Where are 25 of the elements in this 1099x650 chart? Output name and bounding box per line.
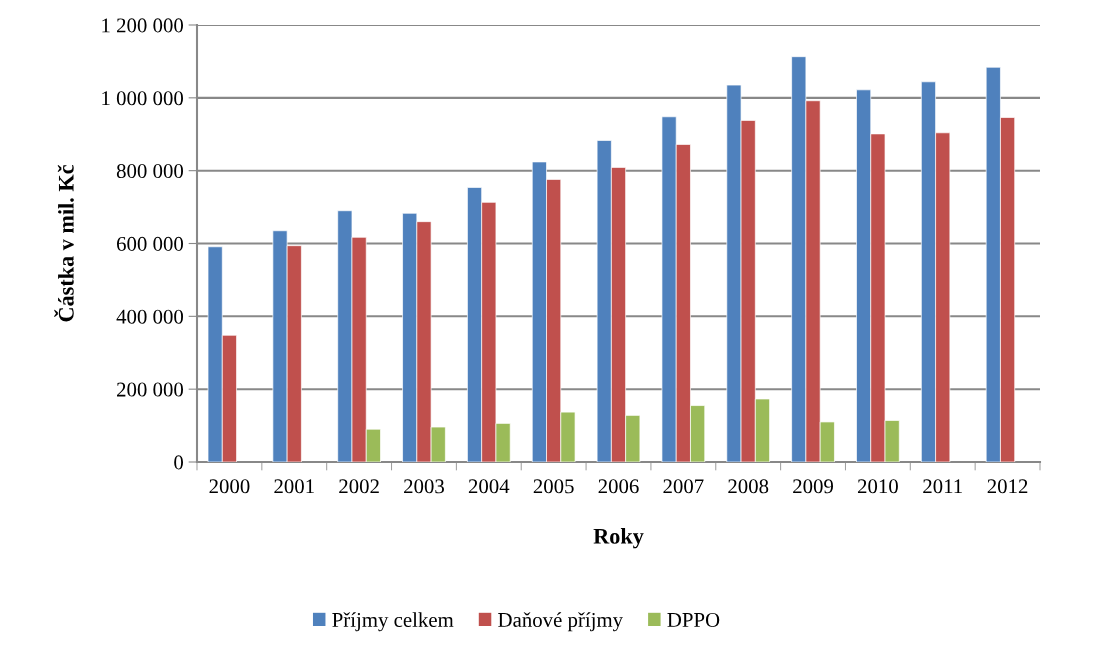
x-tick-label: 2006 <box>598 479 639 494</box>
y-tick-label: 600 000 <box>116 236 184 251</box>
x-tick-label: 2005 <box>533 479 574 494</box>
x-tick-label: 2009 <box>793 479 834 494</box>
x-tick-label: 2003 <box>404 479 444 494</box>
x-tick-label: 2007 <box>663 479 704 494</box>
x-tick-label: 2000 <box>209 479 250 494</box>
legend-label: Příjmy celkem <box>332 612 454 632</box>
x-tick-label: 2001 <box>274 479 314 494</box>
y-tick-label: 800 000 <box>116 164 184 179</box>
y-tick-label: 1 000 000 <box>102 91 184 106</box>
y-axis-title: Částka v mil. Kč <box>54 165 74 322</box>
x-tick-label: 2008 <box>728 479 769 494</box>
x-tick-label: 2010 <box>857 479 898 494</box>
y-tick-label: 400 000 <box>116 309 184 324</box>
y-tick-label: 0 <box>174 455 184 470</box>
x-tick-label: 2004 <box>468 479 510 494</box>
legend-label: Daňové příjmy <box>498 612 624 632</box>
y-tick-label: 200 000 <box>117 382 184 397</box>
legend-label: DPPO <box>667 612 720 627</box>
x-tick-label: 2011 <box>923 479 962 494</box>
x-tick-label: 2012 <box>987 479 1028 494</box>
y-tick-label: 1 200 000 <box>102 18 184 33</box>
x-axis-title: Roky <box>593 528 644 549</box>
x-tick-label: 2002 <box>339 479 379 494</box>
